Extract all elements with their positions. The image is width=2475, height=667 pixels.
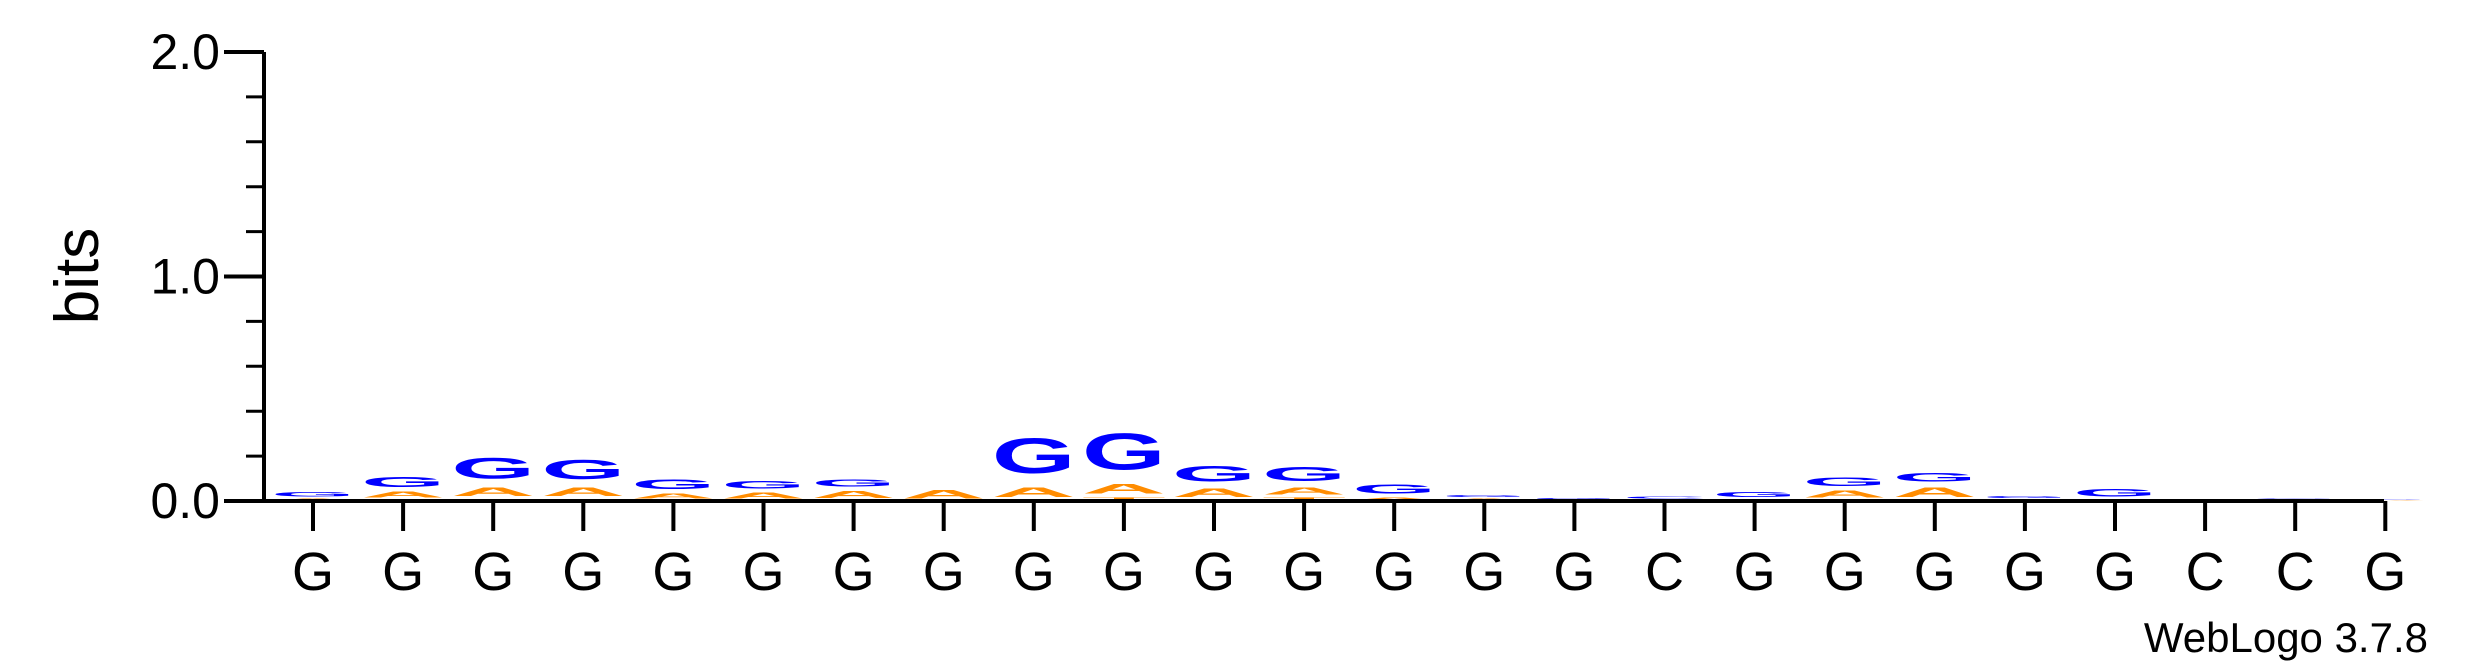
logo-letter-a: A — [451, 485, 535, 499]
x-tick-label: G — [1373, 542, 1415, 602]
letter-stacks: AGCAGCAGCAGCAGCAGCAGACAGTAGTAGTAGAGAGAGA… — [271, 422, 2427, 501]
logo-letter-a: A — [1082, 481, 1166, 497]
logo-letter-a: A — [1172, 486, 1256, 500]
x-tick-label: G — [1553, 542, 1595, 602]
x-tick-label: G — [2004, 542, 2046, 602]
logo-letter-a: A — [902, 487, 986, 501]
logo-letter-a: A — [721, 491, 805, 500]
y-axis-label: bits — [43, 228, 112, 324]
logo-letter-t: T — [1262, 496, 1346, 500]
y-tick-label: 2.0 — [150, 24, 220, 80]
logo-letter-a: A — [2343, 500, 2427, 501]
x-tick-label: G — [923, 542, 965, 602]
logo-letter-g: G — [1262, 463, 1346, 485]
weblogo-credit: WebLogo 3.7.8 — [2144, 614, 2428, 661]
x-tick-label: G — [2094, 542, 2136, 602]
logo-letter-g: G — [1803, 475, 1887, 488]
logo-letter-g: G — [812, 478, 896, 489]
x-tick-label: G — [1734, 542, 1776, 602]
logo-letter-g: G — [271, 491, 355, 498]
x-tick-label: G — [1824, 542, 1866, 602]
x-tick-label: C — [2186, 542, 2225, 602]
logo-letter-g: G — [451, 451, 535, 485]
x-tick-label: G — [382, 542, 424, 602]
x-tick-label: G — [742, 542, 784, 602]
logo-letter-g: G — [1713, 491, 1797, 499]
logo-letter-g: G — [992, 428, 1076, 484]
x-tick-label: G — [562, 542, 604, 602]
logo-letter-a: A — [631, 492, 715, 500]
logo-letter-g: G — [2343, 499, 2427, 500]
logo-letter-g: G — [1082, 422, 1166, 480]
x-tick-label: G — [1283, 542, 1325, 602]
y-tick-label: 1.0 — [150, 249, 220, 305]
logo-letter-g: G — [1442, 494, 1526, 497]
x-tick-label: G — [472, 542, 514, 602]
logo-letter-a: A — [1352, 497, 1436, 501]
logo-letter-a: A — [541, 485, 625, 499]
logo-letter-t: T — [1082, 496, 1166, 500]
logo-letter-a: A — [361, 490, 445, 499]
logo-letter-g: G — [1532, 498, 1616, 500]
logo-letter-a: A — [1262, 485, 1346, 496]
x-tick-label: G — [652, 542, 694, 602]
logo-letter-g: G — [1893, 471, 1977, 484]
logo-letter-a: A — [1803, 489, 1887, 500]
logo-letter-c: C — [1623, 497, 1707, 500]
logo-letter-g: G — [541, 454, 625, 485]
y-tick-label: 0.0 — [150, 473, 220, 529]
y-ticks: 0.0 1.0 2.0 — [150, 24, 264, 529]
x-tick-label: G — [292, 542, 334, 602]
x-tick-label: G — [1013, 542, 1055, 602]
logo-letter-g: G — [1983, 496, 2067, 499]
x-tick-label: G — [2364, 542, 2406, 602]
logo-letter-a: A — [1893, 484, 1977, 500]
logo-letter-g: G — [361, 473, 445, 490]
x-tick-label: G — [833, 542, 875, 602]
logo-letter-a: A — [812, 489, 896, 500]
logo-letter-g: G — [2073, 487, 2157, 499]
logo-letter-a: A — [992, 484, 1076, 500]
x-tick-label: C — [2276, 542, 2315, 602]
logo-letter-g: G — [1172, 461, 1256, 486]
x-tick-label: C — [1645, 542, 1684, 602]
x-tick-label: G — [1193, 542, 1235, 602]
axes — [262, 52, 2384, 503]
x-tick-label: G — [1103, 542, 1145, 602]
x-tick-label: G — [1914, 542, 1956, 602]
logo-letter-g: G — [631, 476, 715, 492]
logo-letter-g: G — [722, 479, 806, 491]
logo-letter-g: G — [1352, 482, 1436, 497]
x-tick-label: G — [1463, 542, 1505, 602]
